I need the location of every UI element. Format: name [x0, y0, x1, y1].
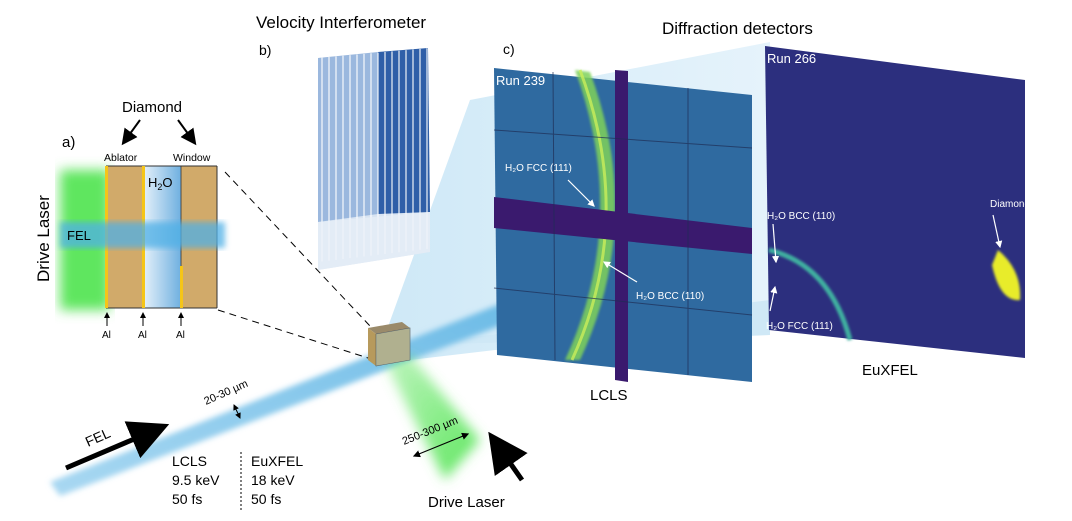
fel-size-label: 20-30 µm [202, 378, 250, 408]
lcls-detector-name: LCLS [590, 387, 628, 404]
fel-beam-label: FEL [83, 425, 113, 450]
drive-laser-label-panel-a: Drive Laser [34, 195, 53, 282]
euxfel-arrow-bcc [771, 223, 780, 264]
euxfel-arrow-fcc [769, 285, 778, 312]
lcls-energy: 9.5 keV [172, 472, 220, 488]
fel-size-arrow [233, 404, 241, 419]
euxfel-duration: 50 fs [251, 491, 281, 507]
target-cube [368, 322, 411, 367]
panel-a-label: a) [62, 134, 75, 151]
window-label: Window [173, 152, 211, 164]
panel-b-title: Velocity Interferometer [256, 13, 426, 32]
al-markers: Al Al Al [102, 312, 185, 341]
euxfel-name: EuXFEL [251, 453, 303, 469]
water-label: H2O [148, 175, 173, 192]
source-parameter-table: LCLS 9.5 keV 50 fs EuXFEL 18 keV 50 fs [172, 452, 303, 512]
fel-direction-arrow [65, 421, 170, 471]
ablator-label: Ablator [104, 152, 138, 164]
aluminum-layer-3 [180, 266, 183, 308]
lcls-annot-bcc: H₂O BCC (110) [636, 291, 704, 302]
panel-b-label: b) [259, 42, 271, 58]
euxfel-run-label: Run 266 [767, 51, 816, 66]
euxfel-annot-diamond: Diamond [990, 199, 1030, 210]
drive-laser-direction-arrow [488, 431, 528, 482]
diamond-arrow-window [177, 119, 197, 146]
interferometer-image [318, 48, 430, 270]
al-label-1: Al [102, 330, 111, 341]
panel-c-title: Diffraction detectors [662, 19, 813, 38]
diamond-arrow-ablator [121, 119, 141, 146]
euxfel-detector-name: EuXFEL [862, 362, 918, 379]
lcls-detector: Run 239 H₂O FCC (111) H₂O BCC (110) [493, 68, 753, 382]
zoom-line-bottom [217, 309, 369, 359]
euxfel-annot-fcc: H₂O FCC (111) [766, 321, 833, 332]
euxfel-annot-bcc: H₂O BCC (110) [767, 211, 835, 222]
al-label-3: Al [176, 330, 185, 341]
al-label-2: Al [138, 330, 147, 341]
euxfel-arrow-diamond [992, 214, 1003, 249]
drive-laser-beam [385, 355, 480, 480]
panel-c-label: c) [503, 41, 515, 57]
laser-size-arrow [412, 432, 470, 458]
drive-laser-beam-label: Drive Laser [428, 494, 505, 511]
lcls-run-label: Run 239 [496, 73, 545, 88]
euxfel-energy: 18 keV [251, 472, 295, 488]
lcls-duration: 50 fs [172, 491, 202, 507]
fel-label-panel-a: FEL [67, 228, 91, 243]
euxfel-detector: Run 266 H₂O BCC (110) H₂O FCC (111) Diam… [765, 46, 1030, 358]
lcls-arrow-bcc [602, 261, 638, 283]
lcls-annot-fcc: H₂O FCC (111) [505, 163, 572, 174]
fel-beam-panel-a [60, 222, 225, 248]
lcls-name: LCLS [172, 453, 207, 469]
diamond-label: Diamond [122, 99, 182, 116]
lcls-arrow-fcc [567, 179, 595, 207]
